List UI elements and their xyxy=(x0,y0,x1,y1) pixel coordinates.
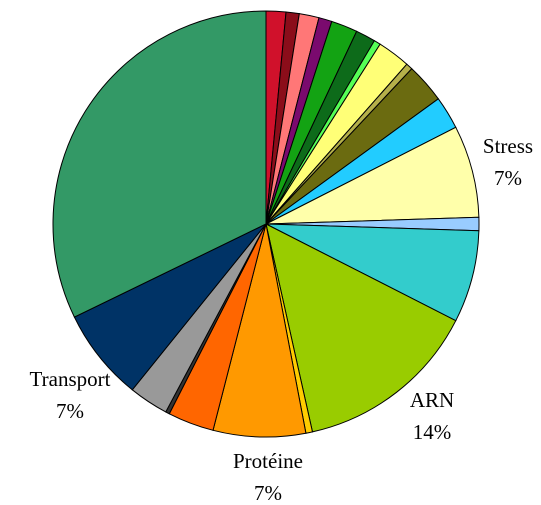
slice-label: Protéine xyxy=(233,449,303,473)
slice-label: Stress xyxy=(483,134,533,158)
slice-value-label: 7% xyxy=(56,399,84,423)
slice-label: ARN xyxy=(410,388,454,412)
slice-value-label: 14% xyxy=(413,420,452,444)
pie-slice xyxy=(265,223,457,433)
pie-slice xyxy=(52,10,267,318)
slice-value-label: 7% xyxy=(494,166,522,190)
slice-value-label: 7% xyxy=(254,481,282,505)
slice-label: Transport xyxy=(30,367,111,391)
